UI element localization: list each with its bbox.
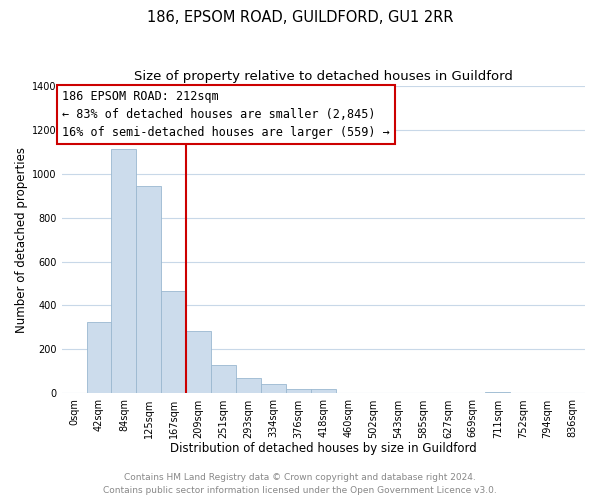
X-axis label: Distribution of detached houses by size in Guildford: Distribution of detached houses by size … — [170, 442, 477, 455]
Bar — [161, 291, 186, 394]
Y-axis label: Number of detached properties: Number of detached properties — [15, 146, 28, 332]
Bar — [136, 186, 161, 394]
Bar — [112, 150, 136, 394]
Bar — [485, 392, 510, 394]
Bar — [86, 322, 112, 394]
Bar — [211, 365, 236, 394]
Bar — [186, 331, 211, 394]
Text: 186 EPSOM ROAD: 212sqm
← 83% of detached houses are smaller (2,845)
16% of semi-: 186 EPSOM ROAD: 212sqm ← 83% of detached… — [62, 90, 390, 139]
Bar — [311, 389, 336, 394]
Text: Contains HM Land Registry data © Crown copyright and database right 2024.
Contai: Contains HM Land Registry data © Crown c… — [103, 474, 497, 495]
Bar — [286, 389, 311, 394]
Bar — [236, 378, 261, 394]
Title: Size of property relative to detached houses in Guildford: Size of property relative to detached ho… — [134, 70, 513, 83]
Bar — [261, 384, 286, 394]
Text: 186, EPSOM ROAD, GUILDFORD, GU1 2RR: 186, EPSOM ROAD, GUILDFORD, GU1 2RR — [147, 10, 453, 25]
